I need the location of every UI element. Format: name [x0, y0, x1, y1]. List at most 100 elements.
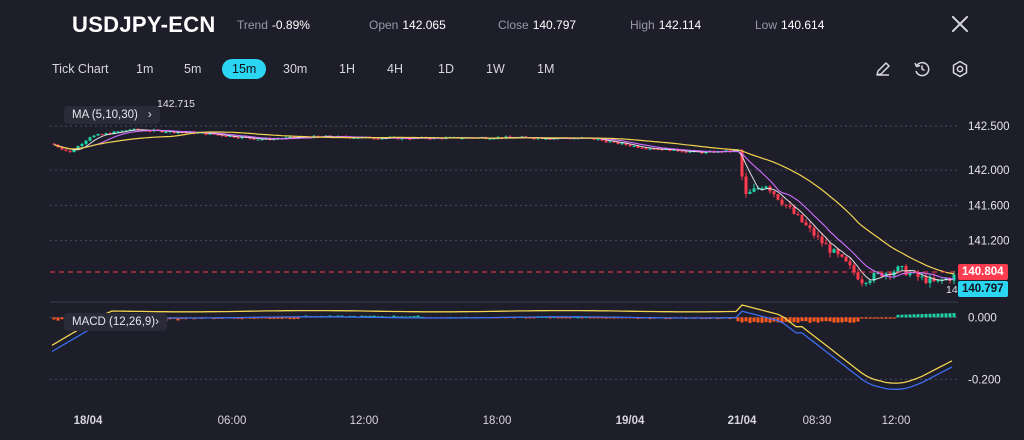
time-tick-label: 12:00	[882, 415, 911, 427]
macd-hist-bar	[556, 317, 560, 319]
candle-up	[832, 249, 836, 253]
candle-down	[772, 191, 776, 195]
macd-hist-bar	[184, 317, 188, 320]
macd-hist-bar	[204, 317, 208, 319]
candle-down	[316, 135, 320, 137]
candle-down	[804, 222, 808, 226]
tab-5m[interactable]: 5m	[184, 62, 202, 76]
candle-down	[68, 150, 72, 153]
macd-hist-bar	[900, 314, 904, 318]
candle-down	[932, 277, 936, 282]
candle-up	[520, 136, 524, 138]
candle-down	[740, 150, 744, 177]
macd-hist-bar	[476, 316, 480, 318]
macd-hist-bar	[480, 317, 484, 319]
tab-1m[interactable]: 1m	[136, 62, 154, 76]
macd-hist-bar	[692, 317, 696, 319]
candle-down	[348, 137, 352, 139]
macd-hist-bar	[648, 317, 652, 320]
candle-down	[344, 136, 348, 138]
macd-hist-bar	[760, 317, 764, 323]
settings-icon[interactable]	[950, 59, 970, 79]
ma30-line	[53, 131, 955, 275]
tab-1h[interactable]: 1H	[339, 62, 355, 76]
candle-up	[96, 134, 100, 136]
time-tick-label: 12:00	[350, 415, 379, 427]
time-tick-label: 08:30	[803, 415, 832, 427]
macd-hist-bar	[600, 317, 604, 319]
candle-up	[88, 137, 92, 141]
candle-down	[372, 138, 376, 140]
macd-hist-bar	[572, 316, 576, 318]
macd-hist-bar	[928, 313, 932, 318]
macd-hist-bar	[268, 317, 272, 319]
macd-hist-bar	[472, 317, 476, 319]
macd-hist-bar	[380, 316, 384, 318]
candle-down	[428, 138, 432, 140]
candle-down	[916, 272, 920, 277]
symbol-title: USDJPY-ECN	[72, 12, 216, 37]
time-tick-label: 06:00	[218, 415, 247, 427]
pencil-icon[interactable]	[873, 59, 893, 79]
macd-hist-bar	[416, 315, 420, 318]
candle-up	[380, 138, 384, 140]
high-stat: High 142.114	[630, 18, 702, 32]
candle-down	[468, 137, 472, 139]
macd-hist-bar	[664, 317, 668, 320]
candle-up	[228, 135, 232, 137]
candle-down	[416, 137, 420, 139]
macd-hist-bar	[860, 317, 864, 319]
history-icon[interactable]	[912, 59, 932, 79]
candle-up	[272, 138, 276, 140]
price-tick-label: 141.600	[968, 200, 1010, 212]
macd-hist-bar	[784, 317, 788, 322]
macd-hist-bar	[200, 317, 204, 319]
close-icon[interactable]	[950, 14, 970, 34]
macd-indicator-chip[interactable]: MACD (12,26,9)›	[64, 313, 167, 331]
candle-down	[636, 145, 640, 148]
tab-tick-chart[interactable]: Tick Chart	[52, 62, 109, 76]
candle-up	[620, 143, 624, 145]
tab-1w[interactable]: 1W	[486, 62, 505, 76]
tab-15m[interactable]: 15m	[222, 59, 267, 79]
candle-down	[848, 261, 852, 266]
tab-1mo[interactable]: 1M	[537, 62, 555, 76]
candle-up	[608, 141, 612, 143]
candle-up	[364, 136, 368, 138]
candle-up	[312, 135, 316, 139]
ma-indicator-chip[interactable]: MA (5,10,30) ›	[64, 106, 160, 124]
macd-hist-bar	[304, 315, 308, 318]
candle-up	[112, 131, 116, 135]
candle-down	[680, 151, 684, 153]
candle-up	[284, 137, 288, 139]
candle-down	[640, 147, 644, 149]
candle-up	[760, 188, 764, 190]
candle-up	[412, 137, 416, 140]
macd-hist-bar	[504, 317, 508, 319]
macd-hist-bar	[812, 317, 816, 322]
tab-1d[interactable]: 1D	[438, 62, 454, 76]
candle-down	[532, 138, 536, 140]
macd-hist-bar	[884, 317, 888, 319]
macd-hist-bar	[512, 317, 516, 319]
candle-up	[300, 136, 304, 138]
candle-down	[796, 213, 800, 215]
candle-up	[480, 137, 484, 139]
candle-down	[720, 151, 724, 153]
candle-down	[212, 133, 216, 135]
tab-4h[interactable]: 4H	[387, 62, 403, 76]
macd-hist-bar	[948, 313, 952, 318]
macd-hist-bar	[532, 317, 536, 319]
candle-down	[376, 138, 380, 140]
candle-down	[304, 136, 308, 138]
macd-hist-bar	[412, 316, 416, 318]
candle-down	[232, 135, 236, 138]
tab-30m[interactable]: 30m	[283, 62, 308, 76]
macd-hist-bar	[424, 317, 428, 319]
macd-hist-bar	[840, 317, 844, 323]
macd-hist-bar	[668, 317, 672, 320]
macd-hist-bar	[168, 317, 172, 320]
candle-up	[432, 137, 436, 139]
candle-up	[632, 145, 636, 147]
candle-up	[400, 137, 404, 140]
